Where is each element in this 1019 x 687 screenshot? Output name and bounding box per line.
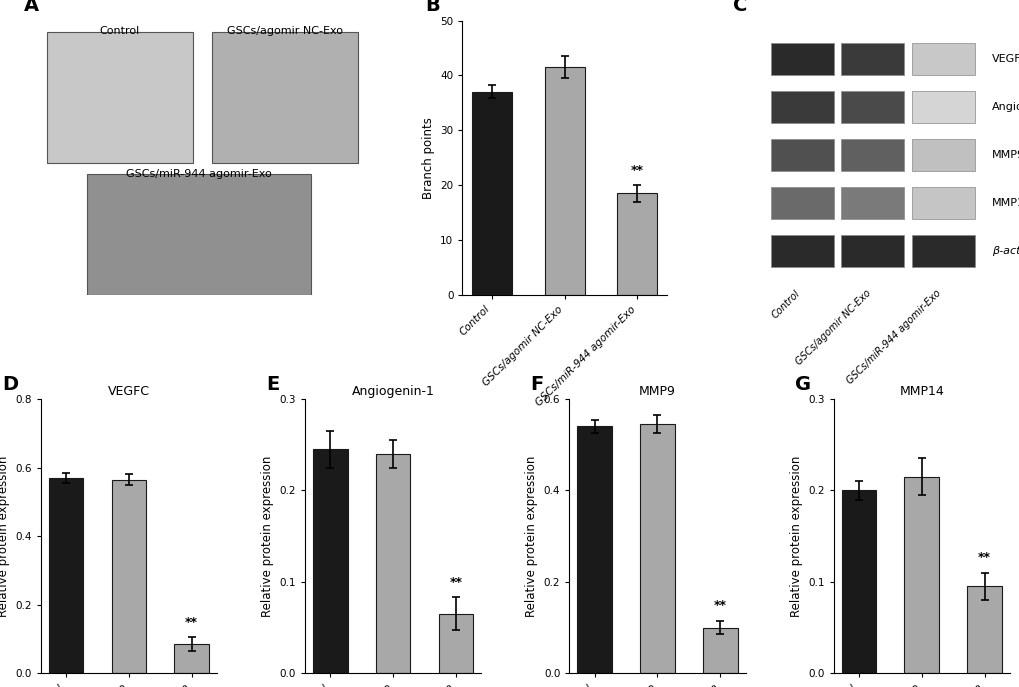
Bar	[87, 174, 311, 295]
Bar	[770, 139, 833, 172]
Bar	[577, 427, 611, 673]
Title: MMP9: MMP9	[638, 385, 676, 398]
Text: **: **	[713, 600, 726, 613]
Bar	[111, 480, 146, 673]
Text: Control: Control	[100, 26, 140, 36]
Bar	[911, 43, 973, 76]
Text: E: E	[266, 374, 279, 394]
Text: VEGFC: VEGFC	[991, 54, 1019, 64]
Bar	[770, 186, 833, 219]
Y-axis label: Relative protein expression: Relative protein expression	[261, 455, 274, 617]
Bar	[770, 43, 833, 76]
Y-axis label: Relative protein expression: Relative protein expression	[789, 455, 802, 617]
Text: B: B	[425, 0, 440, 15]
Text: Control: Control	[769, 288, 802, 320]
Y-axis label: Relative protein expression: Relative protein expression	[0, 455, 10, 617]
Bar	[212, 32, 358, 164]
Bar	[841, 43, 903, 76]
Y-axis label: Branch points: Branch points	[421, 117, 434, 199]
Text: Angiogenin-1: Angiogenin-1	[991, 102, 1019, 112]
Title: MMP14: MMP14	[899, 385, 944, 398]
Bar	[911, 91, 973, 124]
Y-axis label: Relative protein expression: Relative protein expression	[525, 455, 538, 617]
Bar	[313, 449, 347, 673]
Bar	[841, 139, 903, 172]
Text: **: **	[449, 576, 462, 589]
Text: GSCs/agomir NC-Exo: GSCs/agomir NC-Exo	[793, 288, 872, 367]
Bar	[911, 234, 973, 267]
Bar	[770, 234, 833, 267]
Bar	[841, 91, 903, 124]
Text: MMP14: MMP14	[991, 198, 1019, 208]
Text: **: **	[977, 552, 990, 565]
Bar	[640, 424, 674, 673]
Bar	[47, 32, 193, 164]
Bar	[544, 67, 584, 295]
Text: GSCs/miR-944 agomir-Exo: GSCs/miR-944 agomir-Exo	[845, 288, 943, 386]
Bar	[616, 193, 657, 295]
Bar	[376, 454, 410, 673]
Bar	[702, 627, 737, 673]
Text: C: C	[733, 0, 747, 15]
Bar	[911, 139, 973, 172]
Bar	[841, 491, 875, 673]
Text: GSCs/miR-944 agomir-Exo: GSCs/miR-944 agomir-Exo	[126, 169, 272, 179]
Text: A: A	[24, 0, 40, 15]
Text: **: **	[185, 616, 198, 629]
Title: Angiogenin-1: Angiogenin-1	[352, 385, 434, 398]
Bar	[966, 587, 1001, 673]
Text: GSCs/agomir NC-Exo: GSCs/agomir NC-Exo	[227, 26, 342, 36]
Text: β-actin: β-actin	[991, 246, 1019, 256]
Bar	[174, 644, 209, 673]
Text: F: F	[530, 374, 543, 394]
Text: MMP9: MMP9	[991, 150, 1019, 160]
Text: D: D	[2, 374, 18, 394]
Bar	[911, 186, 973, 219]
Title: VEGFC: VEGFC	[108, 385, 150, 398]
Bar	[841, 234, 903, 267]
Bar	[904, 477, 938, 673]
Bar	[770, 91, 833, 124]
Bar	[841, 186, 903, 219]
Text: **: **	[631, 164, 643, 177]
Bar	[471, 92, 512, 295]
Bar	[438, 614, 473, 673]
Text: G: G	[794, 374, 810, 394]
Bar	[49, 478, 84, 673]
